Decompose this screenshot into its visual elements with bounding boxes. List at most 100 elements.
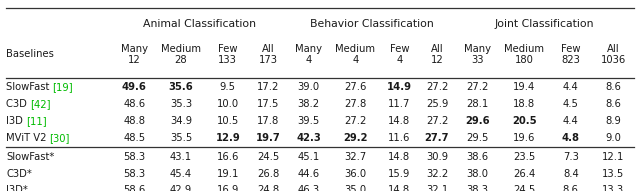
Text: Behavior Classification: Behavior Classification	[310, 19, 433, 29]
Text: 9.5: 9.5	[220, 83, 236, 92]
Text: 32.1: 32.1	[426, 185, 448, 191]
Text: Medium
28: Medium 28	[161, 44, 201, 65]
Text: 16.6: 16.6	[216, 152, 239, 162]
Text: 30.9: 30.9	[426, 152, 448, 162]
Text: 10.0: 10.0	[217, 99, 239, 109]
Text: 27.2: 27.2	[426, 116, 448, 126]
Text: 48.8: 48.8	[124, 116, 145, 126]
Text: 28.1: 28.1	[467, 99, 488, 109]
Text: 34.9: 34.9	[170, 116, 192, 126]
Text: All
1036: All 1036	[600, 44, 626, 65]
Text: 14.9: 14.9	[387, 83, 412, 92]
Text: Few
823: Few 823	[561, 44, 580, 65]
Text: 39.5: 39.5	[298, 116, 320, 126]
Text: 38.0: 38.0	[467, 168, 488, 179]
Text: [30]: [30]	[49, 133, 70, 143]
Text: 27.2: 27.2	[344, 116, 367, 126]
Text: 24.8: 24.8	[257, 185, 279, 191]
Text: 11.6: 11.6	[388, 133, 410, 143]
Text: Few
4: Few 4	[390, 44, 409, 65]
Text: 27.7: 27.7	[425, 133, 449, 143]
Text: 32.2: 32.2	[426, 168, 448, 179]
Text: 24.5: 24.5	[513, 185, 535, 191]
Text: 8.6: 8.6	[563, 185, 579, 191]
Text: 42.3: 42.3	[296, 133, 321, 143]
Text: 27.6: 27.6	[344, 83, 367, 92]
Text: [42]: [42]	[30, 99, 51, 109]
Text: 44.6: 44.6	[298, 168, 320, 179]
Text: 26.4: 26.4	[513, 168, 535, 179]
Text: Few
133: Few 133	[218, 44, 237, 65]
Text: 43.1: 43.1	[170, 152, 192, 162]
Text: 35.5: 35.5	[170, 133, 192, 143]
Text: 58.3: 58.3	[124, 168, 145, 179]
Text: 19.1: 19.1	[216, 168, 239, 179]
Text: 17.8: 17.8	[257, 116, 279, 126]
Text: 26.8: 26.8	[257, 168, 279, 179]
Text: All
173: All 173	[259, 44, 278, 65]
Text: 4.4: 4.4	[563, 116, 579, 126]
Text: 16.9: 16.9	[216, 185, 239, 191]
Text: 4.8: 4.8	[562, 133, 580, 143]
Text: 27.2: 27.2	[426, 83, 448, 92]
Text: 46.3: 46.3	[298, 185, 320, 191]
Text: 12.9: 12.9	[215, 133, 240, 143]
Text: C3D: C3D	[6, 99, 31, 109]
Text: Many
33: Many 33	[464, 44, 491, 65]
Text: All
12: All 12	[431, 44, 444, 65]
Text: 20.5: 20.5	[512, 116, 536, 126]
Text: SlowFast: SlowFast	[6, 83, 53, 92]
Text: 35.3: 35.3	[170, 99, 192, 109]
Text: C3D*: C3D*	[6, 168, 32, 179]
Text: Medium
180: Medium 180	[504, 44, 544, 65]
Text: [11]: [11]	[26, 116, 47, 126]
Text: MViT V2: MViT V2	[6, 133, 50, 143]
Text: 23.5: 23.5	[513, 152, 535, 162]
Text: 17.2: 17.2	[257, 83, 280, 92]
Text: 48.5: 48.5	[124, 133, 145, 143]
Text: 48.6: 48.6	[124, 99, 145, 109]
Text: Joint Classification: Joint Classification	[495, 19, 595, 29]
Text: 45.1: 45.1	[298, 152, 320, 162]
Text: 38.2: 38.2	[298, 99, 320, 109]
Text: 14.8: 14.8	[388, 152, 410, 162]
Text: 49.6: 49.6	[122, 83, 147, 92]
Text: I3D: I3D	[6, 116, 26, 126]
Text: 10.5: 10.5	[216, 116, 239, 126]
Text: 18.8: 18.8	[513, 99, 535, 109]
Text: 19.6: 19.6	[513, 133, 535, 143]
Text: Baselines: Baselines	[6, 49, 54, 59]
Text: 35.6: 35.6	[169, 83, 193, 92]
Text: 4.4: 4.4	[563, 83, 579, 92]
Text: I3D*: I3D*	[6, 185, 28, 191]
Text: 24.5: 24.5	[257, 152, 279, 162]
Text: 7.3: 7.3	[563, 152, 579, 162]
Text: 58.3: 58.3	[124, 152, 145, 162]
Text: Many
4: Many 4	[295, 44, 322, 65]
Text: 19.4: 19.4	[513, 83, 535, 92]
Text: 42.9: 42.9	[170, 185, 192, 191]
Text: 19.7: 19.7	[256, 133, 280, 143]
Text: 13.5: 13.5	[602, 168, 624, 179]
Text: 14.8: 14.8	[388, 116, 410, 126]
Text: 11.7: 11.7	[388, 99, 410, 109]
Text: 17.5: 17.5	[257, 99, 280, 109]
Text: 12.1: 12.1	[602, 152, 624, 162]
Text: 13.3: 13.3	[602, 185, 624, 191]
Text: SlowFast*: SlowFast*	[6, 152, 55, 162]
Text: 29.6: 29.6	[465, 116, 490, 126]
Text: 27.2: 27.2	[467, 83, 489, 92]
Text: 29.5: 29.5	[467, 133, 489, 143]
Text: 29.2: 29.2	[343, 133, 367, 143]
Text: 45.4: 45.4	[170, 168, 192, 179]
Text: 32.7: 32.7	[344, 152, 367, 162]
Text: 25.9: 25.9	[426, 99, 448, 109]
Text: 58.6: 58.6	[124, 185, 145, 191]
Text: 38.3: 38.3	[467, 185, 488, 191]
Text: 8.9: 8.9	[605, 116, 621, 126]
Text: 15.9: 15.9	[388, 168, 410, 179]
Text: 4.5: 4.5	[563, 99, 579, 109]
Text: 8.6: 8.6	[605, 83, 621, 92]
Text: 39.0: 39.0	[298, 83, 320, 92]
Text: 36.0: 36.0	[344, 168, 367, 179]
